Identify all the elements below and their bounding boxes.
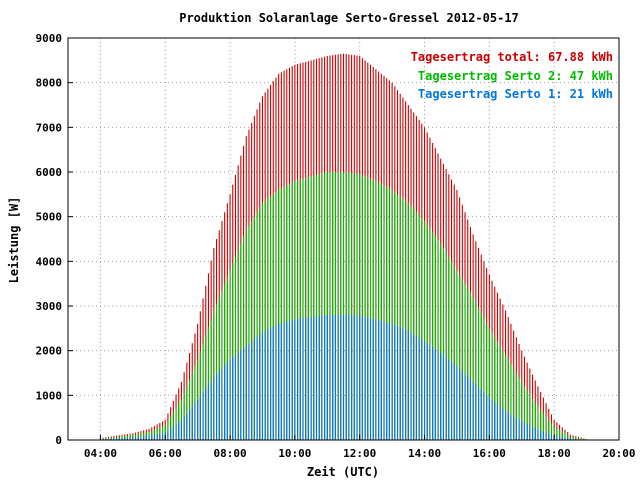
- legend: Tagesertrag total: 67.88 kWh Tagesertrag …: [411, 50, 613, 101]
- y-tick-label: 7000: [36, 121, 63, 134]
- y-tick-label: 3000: [36, 300, 63, 313]
- x-tick-label: 12:00: [343, 447, 376, 460]
- y-tick-label: 1000: [36, 389, 63, 402]
- legend-entry-serto2: Tagesertrag Serto 2: 47 kWh: [418, 69, 613, 83]
- x-tick-labels: 04:00 06:00 08:00 10:00 12:00 14:00 16:00 18:00…: [84, 447, 636, 460]
- ticks: [68, 37, 620, 441]
- x-tick-label: 16:00: [473, 447, 506, 460]
- y-tick-label: 9000: [36, 32, 63, 45]
- y-tick-label: 6000: [36, 166, 63, 179]
- x-tick-label: 18:00: [538, 447, 571, 460]
- legend-entry-serto1: Tagesertrag Serto 1: 21 kWh: [418, 87, 613, 101]
- x-axis-label: Zeit (UTC): [307, 465, 379, 479]
- y-tick-label: 4000: [36, 255, 63, 268]
- x-tick-label: 14:00: [408, 447, 441, 460]
- y-tick-label: 0: [55, 434, 62, 447]
- x-tick-label: 06:00: [149, 447, 182, 460]
- y-tick-label: 5000: [36, 211, 63, 224]
- plot-frame: [67, 37, 620, 441]
- y-axis-label: Leistung [W]: [7, 197, 21, 284]
- y-tick-label: 2000: [36, 345, 63, 358]
- y-tick-label: 8000: [36, 77, 63, 90]
- bars: [99, 53, 588, 440]
- x-tick-label: 20:00: [602, 447, 635, 460]
- chart-title: Produktion Solaranlage Serto-Gressel 201…: [179, 11, 519, 25]
- x-tick-label: 10:00: [278, 447, 311, 460]
- legend-entry-total: Tagesertrag total: 67.88 kWh: [411, 50, 613, 64]
- x-tick-label: 04:00: [84, 447, 117, 460]
- y-tick-labels: 0 1000 2000 3000 4000 5000 6000 7000 8000 9000: [36, 32, 63, 447]
- x-tick-label: 08:00: [213, 447, 246, 460]
